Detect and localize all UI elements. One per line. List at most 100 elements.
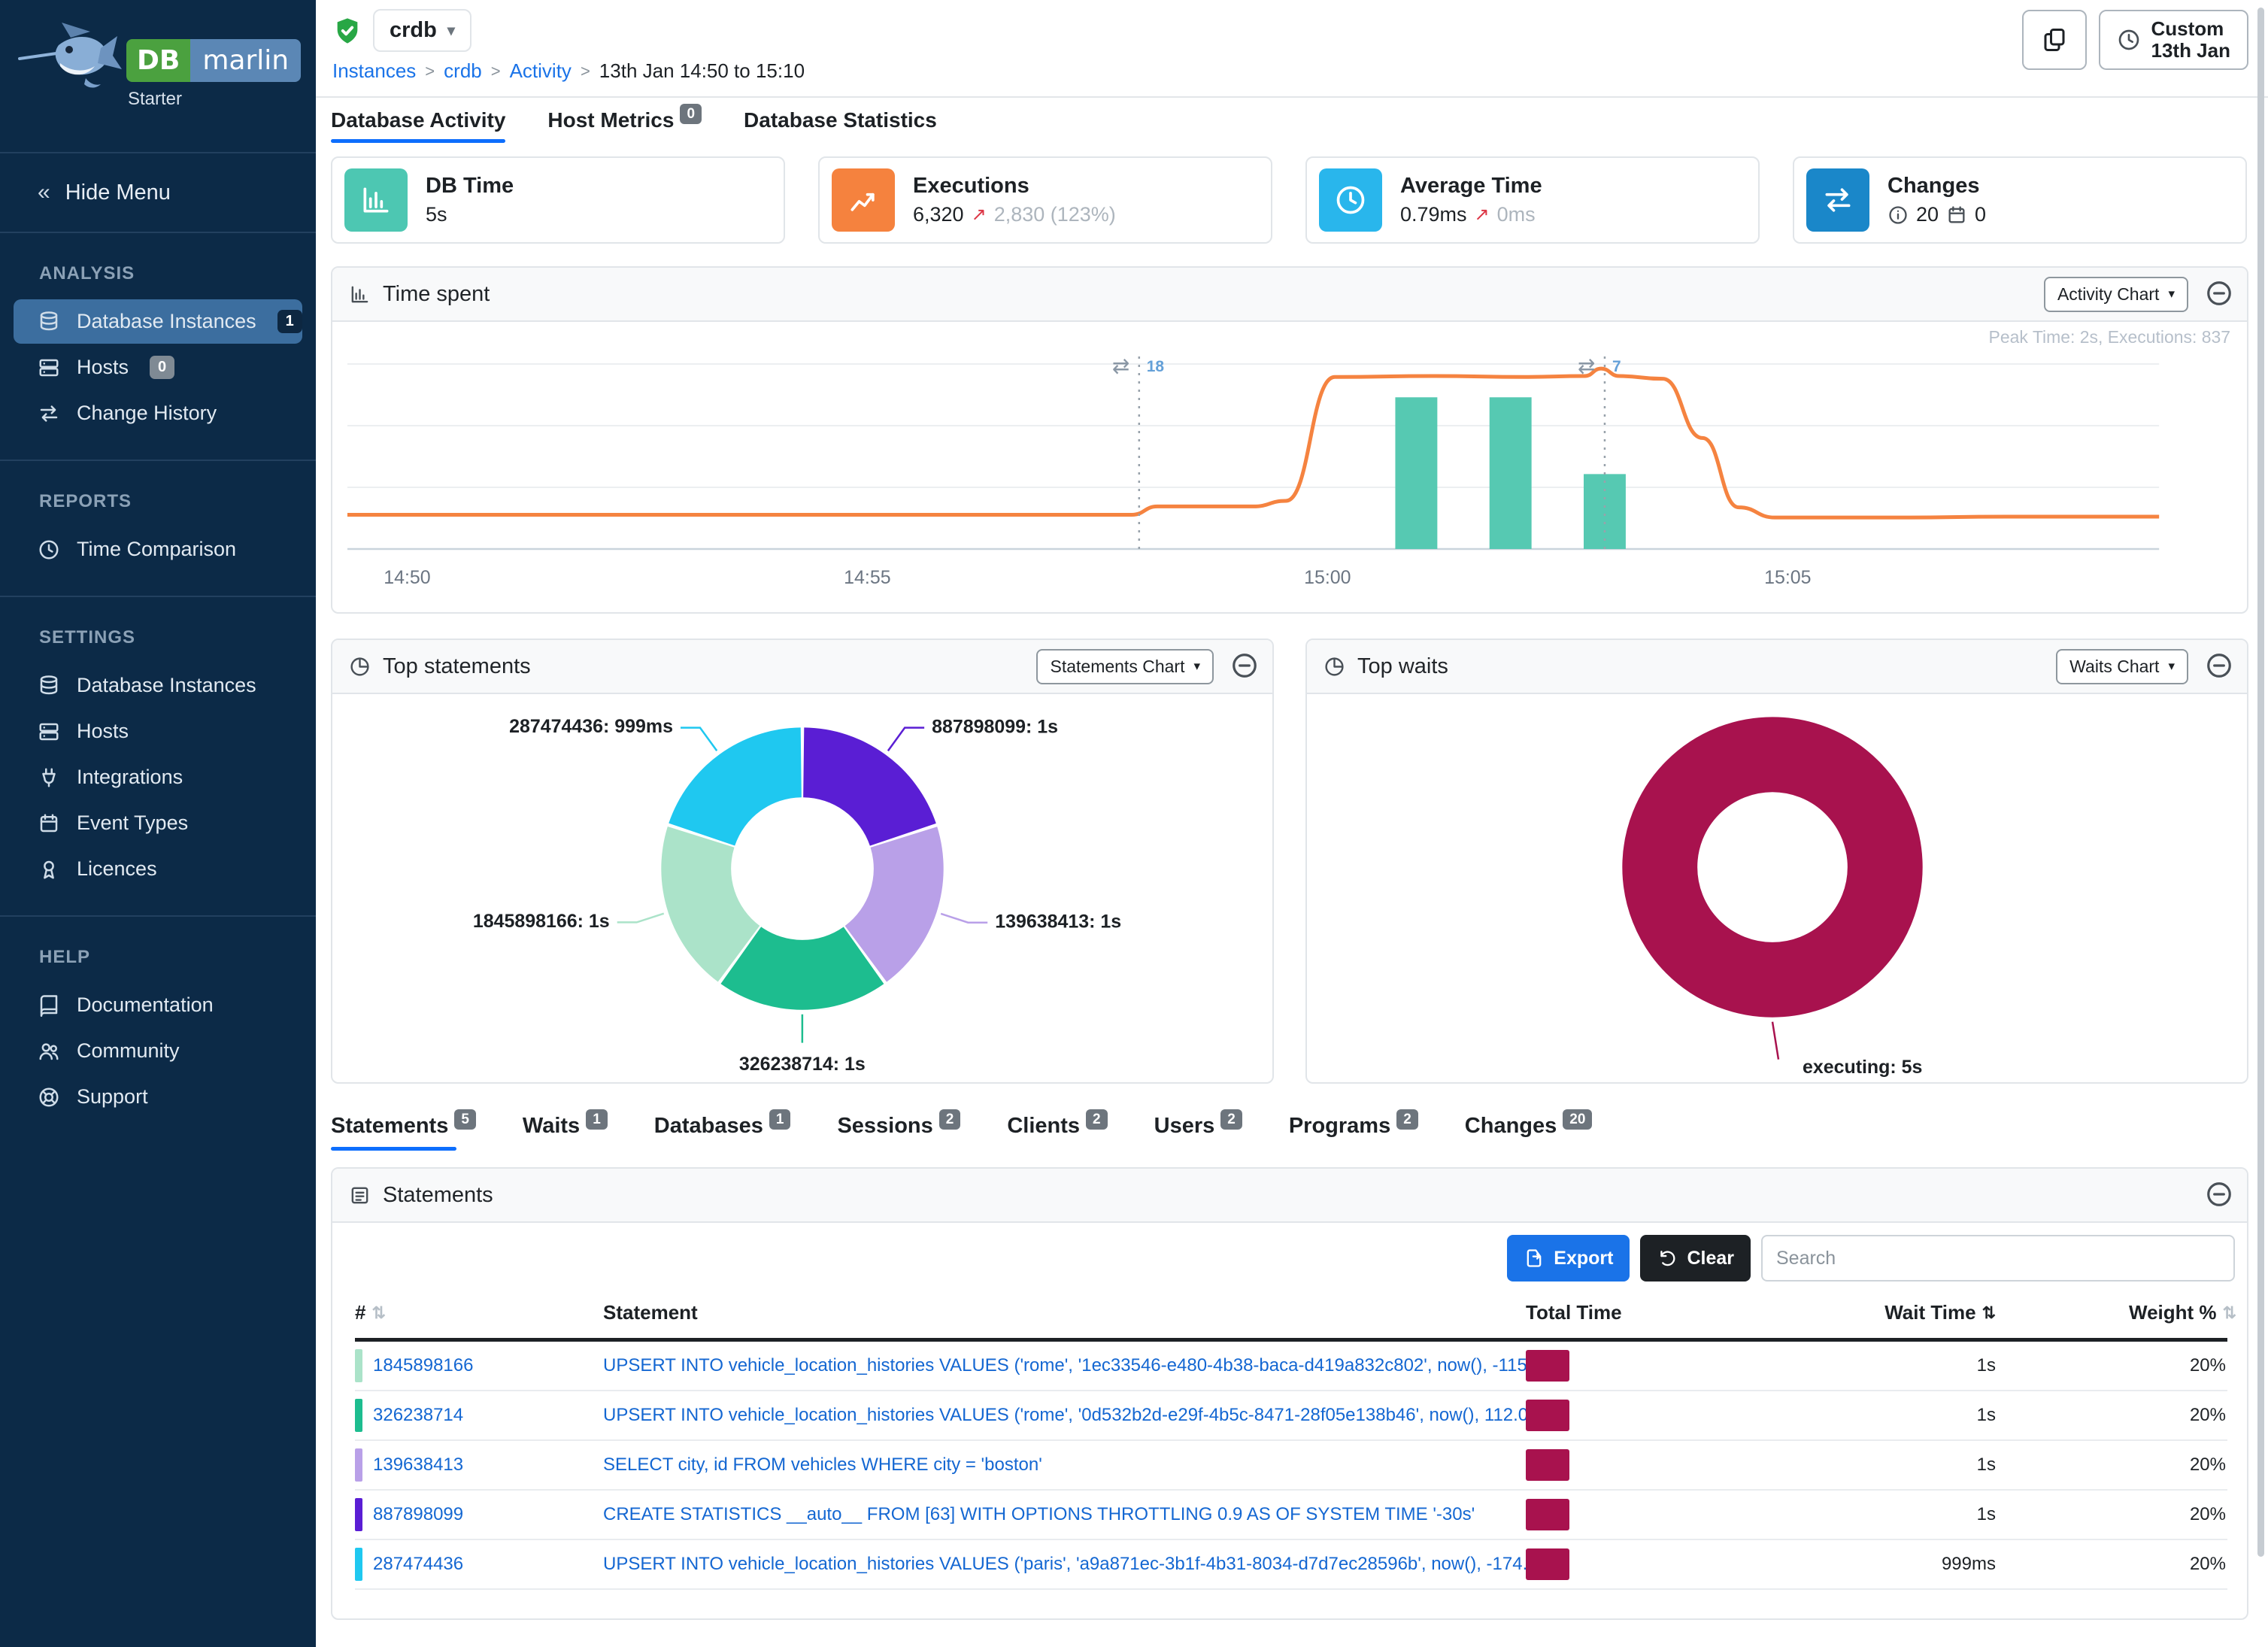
chevron-down-icon: ▾ bbox=[2168, 287, 2175, 301]
statement-sql-link[interactable]: UPSERT INTO vehicle_location_histories V… bbox=[603, 1405, 1526, 1425]
collapse-panel-button[interactable] bbox=[2205, 651, 2233, 682]
detail-tab-sessions[interactable]: Sessions 2 bbox=[837, 1109, 961, 1151]
statements-chart-select[interactable]: Statements Chart ▾ bbox=[1036, 648, 1214, 684]
detail-tab-databases[interactable]: Databases 1 bbox=[653, 1109, 791, 1151]
detail-tab-programs[interactable]: Programs 2 bbox=[1289, 1109, 1418, 1151]
statement-id-link[interactable]: 139638413 bbox=[373, 1454, 464, 1475]
instance-selector[interactable]: crdb ▾ bbox=[373, 9, 471, 52]
hide-menu-button[interactable]: « Hide Menu bbox=[0, 153, 316, 233]
sidebar-section-help: HELP Documentation Community Support bbox=[0, 917, 316, 1143]
breadcrumb-link[interactable]: Activity bbox=[509, 59, 572, 82]
breadcrumb-link[interactable]: crdb bbox=[444, 59, 482, 82]
sidebar-item-support[interactable]: Support bbox=[14, 1075, 302, 1119]
sidebar-item-licences[interactable]: Licences bbox=[14, 847, 302, 891]
statement-sql-cell: UPSERT INTO vehicle_location_histories V… bbox=[603, 1355, 1526, 1376]
sort-icon[interactable]: ⇅ bbox=[371, 1303, 386, 1322]
collapse-panel-button[interactable] bbox=[2205, 279, 2233, 310]
sidebar-item-integrations[interactable]: Integrations bbox=[14, 755, 302, 799]
sidebar-item-change-history[interactable]: Change History bbox=[14, 391, 302, 435]
donut-slice bbox=[803, 727, 936, 846]
metric-icon-tile bbox=[832, 168, 895, 232]
export-button[interactable]: Export bbox=[1507, 1235, 1630, 1282]
time-range-button[interactable]: Custom 13th Jan bbox=[2098, 10, 2248, 70]
table-row: 1845898166 UPSERT INTO vehicle_location_h… bbox=[355, 1342, 2227, 1391]
statement-sql-link[interactable]: SELECT city, id FROM vehicles WHERE city… bbox=[603, 1454, 1042, 1475]
sidebar-item-database-instances[interactable]: Database Instances 1 bbox=[14, 299, 302, 344]
users-icon bbox=[38, 1040, 60, 1063]
statement-id-link[interactable]: 287474436 bbox=[373, 1554, 464, 1574]
column-header-weight-[interactable]: Weight % ⇅ bbox=[1996, 1301, 2236, 1324]
detail-tab-waits[interactable]: Waits 1 bbox=[523, 1109, 608, 1151]
double-chevron-left-icon: « bbox=[38, 180, 50, 205]
sidebar: DB marlin Starter « Hide Menu ANALYSIS Da… bbox=[0, 0, 316, 1647]
sidebar-item-database-instances[interactable]: Database Instances bbox=[14, 663, 302, 708]
metric-title: Average Time bbox=[1400, 174, 1542, 198]
label-leader-line bbox=[1771, 1021, 1780, 1060]
detail-tab-users[interactable]: Users 2 bbox=[1154, 1109, 1242, 1151]
statement-sql-link[interactable]: UPSERT INTO vehicle_location_histories V… bbox=[603, 1554, 1526, 1574]
statement-id-link[interactable]: 887898099 bbox=[373, 1504, 464, 1524]
column-header-total-time[interactable]: Total Time bbox=[1526, 1301, 1868, 1324]
hide-menu-label: Hide Menu bbox=[65, 180, 171, 205]
statement-id-link[interactable]: 1845898166 bbox=[373, 1355, 474, 1376]
statement-id-cell: 326238714 bbox=[355, 1399, 603, 1432]
detail-tab-badge: 20 bbox=[1563, 1109, 1593, 1130]
top-statements-panel: Top statements Statements Chart ▾ 88789 bbox=[331, 638, 1274, 1084]
detail-tab-changes[interactable]: Changes 20 bbox=[1464, 1109, 1593, 1151]
detail-tab-label: Databases bbox=[653, 1114, 763, 1138]
search-input[interactable] bbox=[1761, 1235, 2235, 1282]
statement-sql-link[interactable]: CREATE STATISTICS __auto__ FROM [63] WIT… bbox=[603, 1504, 1475, 1524]
copy-button[interactable] bbox=[2021, 10, 2087, 70]
calendar-icon bbox=[1946, 205, 1967, 226]
vertical-scrollbar[interactable] bbox=[2257, 8, 2264, 1557]
sort-icon[interactable]: ⇅ bbox=[1981, 1303, 1996, 1322]
pie-chart-icon bbox=[1324, 656, 1345, 678]
statement-sql-cell: UPSERT INTO vehicle_location_histories V… bbox=[603, 1554, 1526, 1575]
collapse-panel-button[interactable] bbox=[1230, 651, 1259, 682]
time-spent-chart[interactable]: ⇄ 18 ⇄ 7 14:50 14:55 15:00 15:05 Peak Time: 2s, … bbox=[332, 323, 2247, 614]
sidebar-item-community[interactable]: Community bbox=[14, 1029, 302, 1073]
statement-color-bar bbox=[355, 1498, 362, 1531]
tab-host-metrics[interactable]: Host Metrics 0 bbox=[547, 104, 702, 143]
tab-database-statistics[interactable]: Database Statistics bbox=[744, 108, 937, 143]
tab-label: Host Metrics bbox=[547, 108, 675, 132]
activity-chart-select[interactable]: Activity Chart ▾ bbox=[2043, 276, 2188, 312]
waits-chart-select[interactable]: Waits Chart ▾ bbox=[2056, 648, 2188, 684]
clear-button[interactable]: Clear bbox=[1640, 1235, 1751, 1282]
sidebar-item-hosts[interactable]: Hosts 0 bbox=[14, 345, 302, 390]
tab-badge: 0 bbox=[680, 104, 702, 124]
statement-id-link[interactable]: 326238714 bbox=[373, 1405, 464, 1425]
detail-tab-badge: 2 bbox=[1220, 1109, 1242, 1130]
top-waits-donut[interactable]: executing: 5s bbox=[1307, 694, 2247, 1082]
label-leader-line bbox=[940, 912, 988, 924]
label-leader-line bbox=[680, 726, 718, 752]
sidebar-item-documentation[interactable]: Documentation bbox=[14, 983, 302, 1027]
column-header-statement[interactable]: Statement bbox=[603, 1301, 1526, 1324]
change-marker-count: 18 bbox=[1147, 358, 1165, 375]
copy-icon bbox=[2041, 26, 2068, 53]
detail-tab-label: Changes bbox=[1464, 1114, 1557, 1138]
detail-tab-clients[interactable]: Clients 2 bbox=[1007, 1109, 1108, 1151]
detail-tab-statements[interactable]: Statements 5 bbox=[331, 1109, 476, 1151]
collapse-panel-button[interactable] bbox=[2205, 1180, 2233, 1211]
column-header--[interactable]: # ⇅ bbox=[355, 1301, 603, 1324]
statement-color-bar bbox=[355, 1399, 362, 1432]
sidebar-item-event-types[interactable]: Event Types bbox=[14, 801, 302, 845]
sidebar-item-time-comparison[interactable]: Time Comparison bbox=[14, 527, 302, 572]
detail-tab-badge: 2 bbox=[938, 1109, 961, 1130]
breadcrumb-link[interactable]: Instances bbox=[332, 59, 417, 82]
tab-database-activity[interactable]: Database Activity bbox=[331, 108, 506, 143]
donut-slice-label: 326238714: 1s bbox=[739, 1054, 866, 1075]
column-header-wait-time[interactable]: Wait Time ⇅ bbox=[1868, 1301, 1996, 1324]
view-tabs: Database Activity Host Metrics 0 Database S… bbox=[331, 104, 2248, 143]
table-row: 887898099 CREATE STATISTICS __auto__ FROM… bbox=[355, 1491, 2227, 1540]
statement-sql-link[interactable]: UPSERT INTO vehicle_location_histories V… bbox=[603, 1355, 1526, 1376]
info-icon bbox=[1887, 205, 1909, 226]
health-shield-icon bbox=[332, 16, 362, 46]
statement-id-cell: 139638413 bbox=[355, 1448, 603, 1482]
detail-tabs: Statements 5 Waits 1 Databases 1 Sessions 2 Clie… bbox=[331, 1109, 2248, 1151]
sidebar-item-label: Documentation bbox=[77, 993, 214, 1016]
top-statements-donut[interactable]: 887898099: 1s 139638413: 1s 326238714: 1s 1… bbox=[332, 694, 1272, 1082]
sidebar-item-hosts[interactable]: Hosts bbox=[14, 709, 302, 754]
sort-icon[interactable]: ⇅ bbox=[2222, 1303, 2236, 1322]
